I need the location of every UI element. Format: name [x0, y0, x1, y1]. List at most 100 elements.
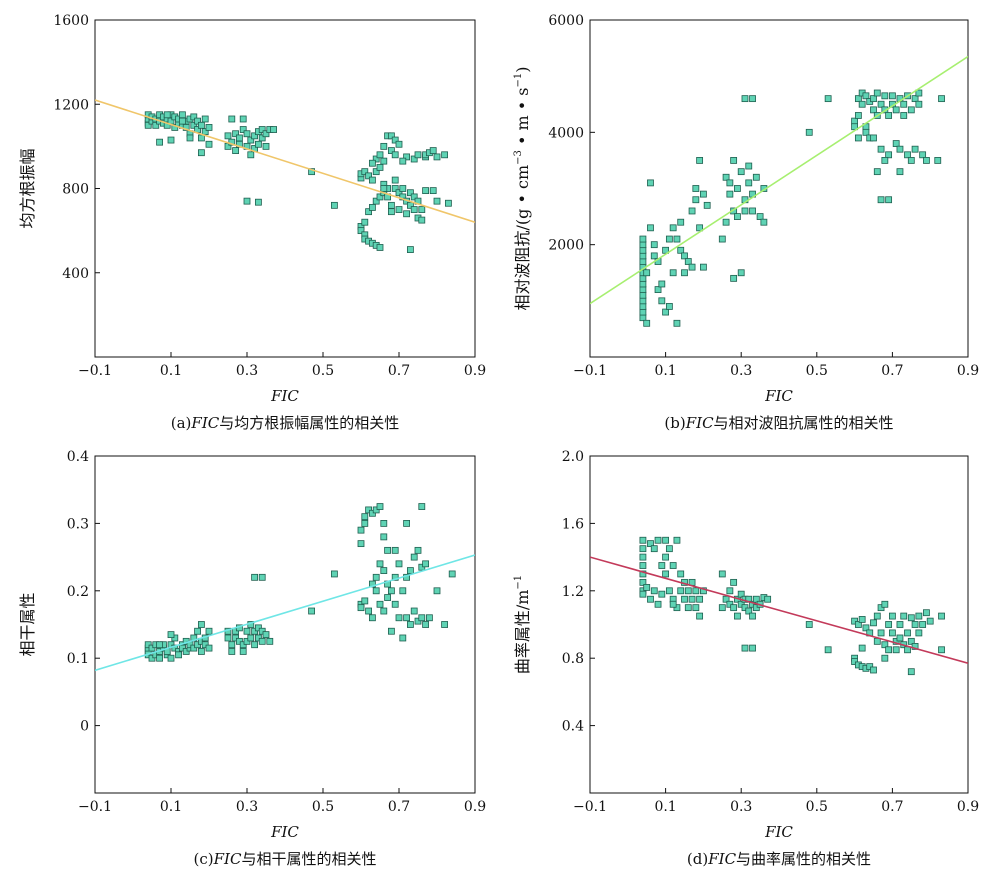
- data-point: [726, 190, 734, 198]
- data-point: [923, 609, 930, 617]
- data-point: [688, 595, 696, 603]
- data-point: [854, 112, 862, 119]
- data-point: [752, 595, 760, 603]
- data-point: [361, 168, 369, 176]
- data-point: [361, 597, 369, 605]
- data-point: [643, 319, 651, 327]
- data-point: [658, 590, 666, 598]
- x-tick-label: −0.1: [78, 363, 112, 379]
- x-tick-label: 0.5: [806, 363, 828, 379]
- y-tick-label: 400: [62, 266, 89, 282]
- chart-panel-a: −0.1 0.1 0.3 0.5 0.7 0.9 400 800 1200 1600 FIC 均方根振…: [18, 13, 486, 432]
- y-tick-label: 0.4: [67, 449, 89, 465]
- data-point: [684, 587, 692, 595]
- data-point: [410, 206, 418, 213]
- data-point: [376, 164, 384, 171]
- data-point: [251, 573, 259, 581]
- data-point: [858, 644, 866, 652]
- data-point: [870, 619, 877, 627]
- data-point: [228, 641, 236, 649]
- data-point: [258, 134, 266, 142]
- data-point: [681, 252, 688, 260]
- data-point: [722, 218, 730, 226]
- data-point: [873, 89, 881, 97]
- data-point: [639, 286, 647, 294]
- data-point: [877, 196, 885, 204]
- data-point: [745, 607, 753, 615]
- data-point: [197, 149, 205, 157]
- data-point: [639, 241, 647, 249]
- data-point: [167, 631, 175, 639]
- data-point: [889, 629, 896, 637]
- data-point: [696, 224, 704, 232]
- data-point: [854, 95, 862, 103]
- data-point: [885, 646, 893, 654]
- data-point: [734, 213, 741, 220]
- data-point: [243, 130, 251, 138]
- x-tick-label: 0.1: [654, 799, 676, 815]
- data-point: [915, 100, 923, 108]
- data-point: [262, 631, 270, 639]
- data-point: [805, 128, 813, 136]
- data-point: [387, 201, 395, 209]
- data-point: [406, 621, 414, 628]
- data-point: [308, 168, 316, 176]
- scatter-points: [144, 503, 456, 662]
- data-point: [380, 157, 388, 165]
- data-point: [197, 134, 205, 142]
- data-point: [741, 95, 749, 103]
- data-point: [368, 176, 376, 184]
- data-point: [647, 179, 654, 187]
- data-point: [665, 545, 673, 553]
- data-point: [877, 145, 885, 153]
- data-point: [881, 600, 889, 608]
- data-point: [163, 121, 171, 129]
- data-point: [650, 241, 658, 249]
- y-tick-label: 0.3: [67, 516, 89, 532]
- data-point: [907, 668, 915, 676]
- data-point: [900, 112, 908, 119]
- data-point: [938, 646, 945, 654]
- panel-caption: (c)FIC与相干属性的相关性: [194, 850, 377, 868]
- data-point: [357, 227, 365, 235]
- data-point: [239, 126, 247, 133]
- data-point: [896, 168, 904, 176]
- data-point: [881, 157, 889, 164]
- data-point: [911, 95, 919, 103]
- data-point: [243, 197, 251, 205]
- data-point: [824, 646, 832, 654]
- data-point: [654, 600, 662, 608]
- data-point: [235, 134, 243, 142]
- data-point: [406, 567, 414, 574]
- data-point: [357, 526, 365, 534]
- data-point: [387, 587, 395, 595]
- data-point: [907, 614, 915, 622]
- data-point: [247, 151, 255, 159]
- data-point: [700, 263, 707, 271]
- data-point: [441, 151, 449, 159]
- data-point: [372, 587, 380, 595]
- data-point: [919, 621, 927, 628]
- data-point: [870, 666, 877, 674]
- data-point: [684, 258, 692, 265]
- data-point: [205, 644, 213, 652]
- data-point: [399, 185, 407, 192]
- data-point: [911, 621, 919, 628]
- data-point: [194, 627, 202, 635]
- data-point: [718, 604, 726, 612]
- data-point: [422, 621, 430, 628]
- data-point: [926, 617, 934, 625]
- data-point: [889, 612, 896, 620]
- data-point: [380, 533, 388, 541]
- data-point: [896, 145, 904, 153]
- data-point: [156, 641, 164, 649]
- plot-frame: [94, 19, 476, 358]
- data-point: [182, 124, 190, 131]
- data-point: [380, 567, 388, 574]
- data-point: [749, 612, 756, 620]
- data-point: [734, 185, 741, 192]
- data-point: [734, 612, 741, 620]
- data-point: [877, 100, 885, 108]
- data-point: [270, 126, 278, 133]
